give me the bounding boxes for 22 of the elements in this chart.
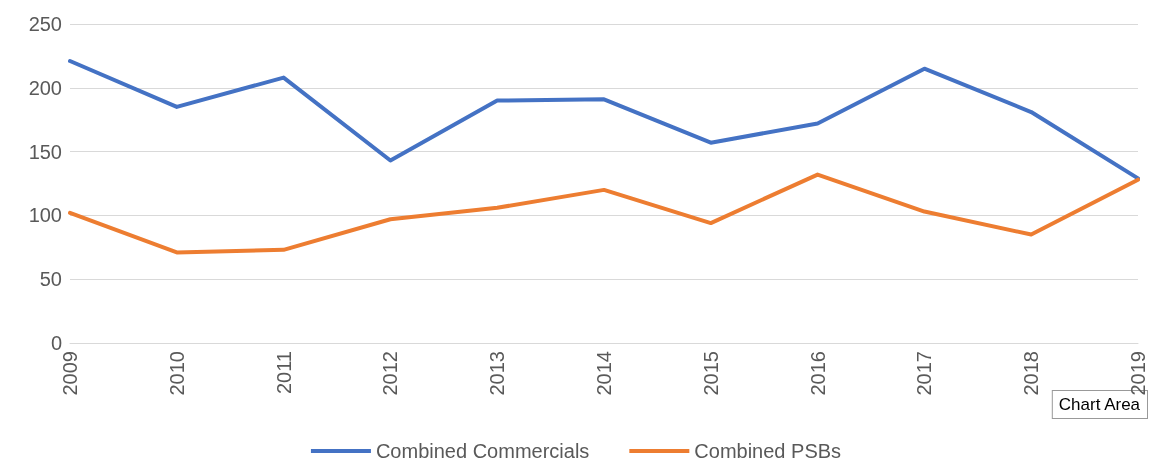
x-tick-label: 2016 (806, 351, 829, 396)
y-tick-label: 250 (28, 13, 62, 35)
x-tick-label: 2017 (913, 351, 936, 396)
y-tick-label: 50 (39, 268, 62, 291)
y-tick-label: 100 (28, 204, 62, 227)
x-tick-label: 2014 (593, 351, 615, 396)
x-tick-label: 2015 (699, 351, 722, 396)
legend-label: Combined PSBs (694, 440, 842, 462)
x-tick-label: 2009 (59, 351, 81, 396)
y-tick-label: 0 (50, 332, 62, 354)
x-tick-label: 2019 (1127, 351, 1149, 396)
x-tick-label: 2010 (165, 351, 188, 396)
x-tick-label: 2012 (379, 351, 402, 396)
text: Chart Area (1058, 395, 1141, 414)
line-series (68, 172, 1140, 255)
y-tick-label: 150 (28, 140, 62, 163)
x-tick-label: 2013 (486, 351, 509, 396)
line-series (68, 59, 1140, 181)
x-tick-label: 2011 (272, 351, 295, 395)
y-tick-label: 200 (28, 76, 62, 99)
legend-label: Combined Commercials (375, 440, 590, 462)
x-tick-label: 2018 (1020, 351, 1043, 396)
